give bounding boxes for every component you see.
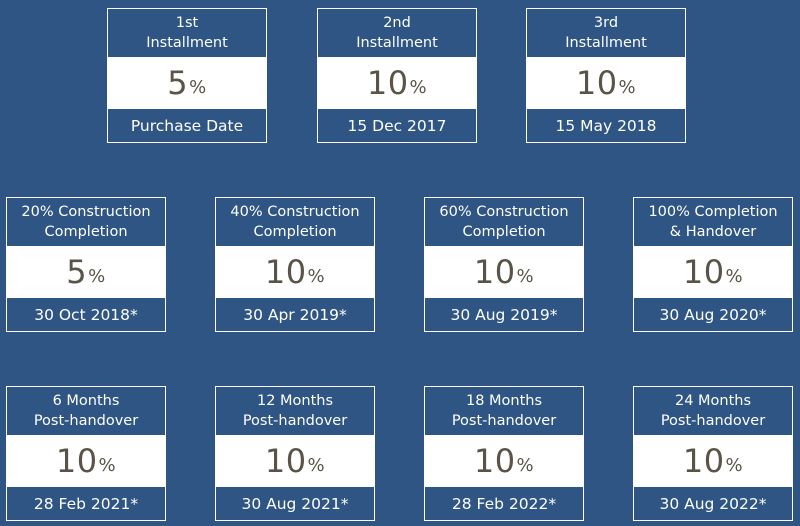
percent-value: 10: [682, 253, 725, 291]
installment-title-line2: & Handover: [669, 224, 757, 240]
installment-title: 3rd Installment: [527, 9, 685, 57]
installment-percent: 5%: [7, 246, 165, 298]
installment-card-1: 1st Installment 5% Purchase Date: [107, 8, 267, 143]
percent-value: 10: [473, 253, 516, 291]
installment-title-line1: 60% Construction: [439, 204, 569, 220]
installment-percent: 10%: [634, 435, 792, 487]
percent-value: 10: [473, 442, 516, 480]
installment-date: 30 Aug 2022*: [659, 494, 767, 513]
installment-title: 40% Construction Completion: [216, 198, 374, 246]
installment-percent: 5%: [108, 57, 266, 109]
installment-card-9: 12 Months Post-handover 10% 30 Aug 2021*: [215, 386, 375, 521]
percent-sign: %: [88, 265, 106, 287]
installment-title-line1: 3rd: [593, 15, 619, 31]
installment-date: 30 Aug 2021*: [241, 494, 349, 513]
installment-title-line1: 2nd: [383, 15, 411, 31]
installment-title-line1: 20% Construction: [21, 204, 151, 220]
installment-title-line1: 24 Months: [674, 393, 752, 409]
installment-title-line1: 18 Months: [465, 393, 543, 409]
installment-title-line1: 12 Months: [256, 393, 334, 409]
installment-card-5: 40% Construction Completion 10% 30 Apr 2…: [215, 197, 375, 332]
installment-card-4: 20% Construction Completion 5% 30 Oct 20…: [6, 197, 166, 332]
installment-percent: 10%: [425, 246, 583, 298]
installment-title: 100% Completion & Handover: [634, 198, 792, 246]
percent-value: 10: [264, 442, 307, 480]
percent-value: 10: [264, 253, 307, 291]
percent-value: 10: [366, 64, 409, 102]
installment-percent: 10%: [527, 57, 685, 109]
installment-title-line2: Post-handover: [451, 413, 557, 429]
percent-value: 10: [55, 442, 98, 480]
installment-date: 30 Aug 2019*: [450, 305, 558, 324]
percent-value: 10: [575, 64, 618, 102]
percent-value: 5: [66, 253, 88, 291]
installment-percent: 10%: [216, 435, 374, 487]
installment-card-7: 100% Completion & Handover 10% 30 Aug 20…: [633, 197, 793, 332]
percent-sign: %: [725, 265, 744, 287]
installment-date: 30 Aug 2020*: [659, 305, 767, 324]
installment-percent: 10%: [216, 246, 374, 298]
installment-title: 6 Months Post-handover: [7, 387, 165, 435]
percent-value: 10: [682, 442, 725, 480]
percent-sign: %: [189, 76, 207, 98]
installment-title-line2: Completion: [253, 224, 337, 240]
installment-title-line2: Post-handover: [33, 413, 139, 429]
installment-title: 24 Months Post-handover: [634, 387, 792, 435]
percent-sign: %: [409, 76, 428, 98]
installment-date: 30 Apr 2019*: [243, 305, 347, 324]
installment-title-line2: Installment: [356, 35, 438, 51]
installment-title: 1st Installment: [108, 9, 266, 57]
percent-sign: %: [725, 454, 744, 476]
installment-date: 28 Feb 2022*: [451, 494, 557, 513]
installment-percent: 10%: [7, 435, 165, 487]
percent-sign: %: [307, 454, 326, 476]
installment-card-2: 2nd Installment 10% 15 Dec 2017: [317, 8, 477, 143]
installment-title: 2nd Installment: [318, 9, 476, 57]
installment-title-line2: Completion: [462, 224, 546, 240]
installment-title-line1: 100% Completion: [648, 204, 778, 220]
installment-card-6: 60% Construction Completion 10% 30 Aug 2…: [424, 197, 584, 332]
installment-title-line2: Installment: [146, 35, 228, 51]
installment-percent: 10%: [634, 246, 792, 298]
installment-card-11: 24 Months Post-handover 10% 30 Aug 2022*: [633, 386, 793, 521]
installment-card-8: 6 Months Post-handover 10% 28 Feb 2021*: [6, 386, 166, 521]
installment-date: 15 Dec 2017: [347, 116, 447, 135]
installment-title-line1: 6 Months: [52, 393, 120, 409]
installment-title-line1: 1st: [175, 15, 199, 31]
installment-percent: 10%: [425, 435, 583, 487]
installment-title: 18 Months Post-handover: [425, 387, 583, 435]
installment-date: 30 Oct 2018*: [34, 305, 138, 324]
installment-title-line2: Installment: [565, 35, 647, 51]
installment-title: 20% Construction Completion: [7, 198, 165, 246]
percent-sign: %: [307, 265, 326, 287]
installment-percent: 10%: [318, 57, 476, 109]
installment-title: 60% Construction Completion: [425, 198, 583, 246]
installment-title-line2: Post-handover: [660, 413, 766, 429]
installment-date: 28 Feb 2021*: [33, 494, 139, 513]
installment-date: 15 May 2018: [555, 116, 657, 135]
percent-sign: %: [618, 76, 637, 98]
percent-sign: %: [516, 265, 535, 287]
installment-title-line2: Post-handover: [242, 413, 348, 429]
installment-card-3: 3rd Installment 10% 15 May 2018: [526, 8, 686, 143]
installment-date: Purchase Date: [130, 116, 244, 135]
installment-title-line2: Completion: [44, 224, 128, 240]
installment-title-line1: 40% Construction: [230, 204, 360, 220]
installment-title: 12 Months Post-handover: [216, 387, 374, 435]
installment-card-10: 18 Months Post-handover 10% 28 Feb 2022*: [424, 386, 584, 521]
percent-value: 5: [167, 64, 189, 102]
percent-sign: %: [98, 454, 117, 476]
percent-sign: %: [516, 454, 535, 476]
